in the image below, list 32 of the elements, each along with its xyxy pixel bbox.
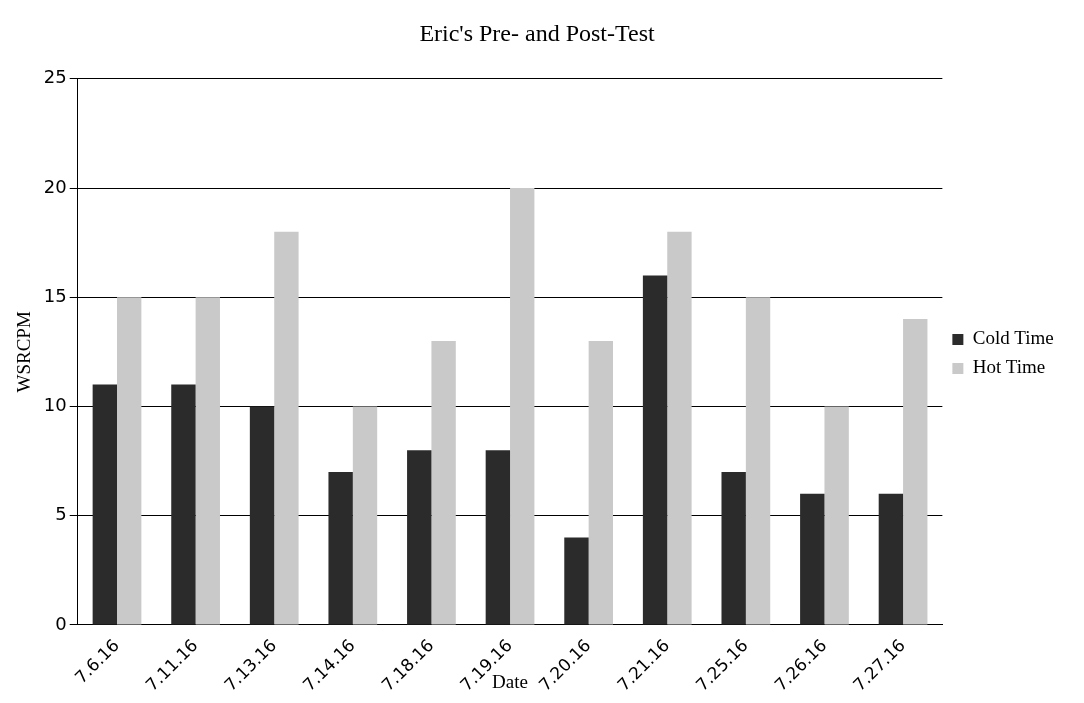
bar <box>117 297 142 625</box>
legend-label: Hot Time <box>972 356 1046 378</box>
bar <box>328 471 353 625</box>
chart-title: Eric's Pre- and Post-Test <box>419 19 655 46</box>
y-axis-title: WSRCPM <box>13 311 35 393</box>
y-tick-label: 25 <box>43 66 67 88</box>
bar <box>642 275 668 625</box>
bar <box>721 471 746 625</box>
y-tick-label: 20 <box>43 175 67 197</box>
bar <box>249 406 275 625</box>
legend-label: Cold Time <box>972 327 1054 349</box>
bar <box>824 406 849 625</box>
bar <box>667 231 692 625</box>
bar <box>903 319 928 625</box>
bar <box>745 297 771 625</box>
bar <box>274 231 299 625</box>
bar <box>878 493 904 625</box>
bar <box>485 450 511 625</box>
bar <box>171 384 196 625</box>
bar <box>407 450 432 625</box>
y-tick-label: 15 <box>43 284 67 306</box>
y-tick-label: 5 <box>55 503 67 525</box>
bar <box>564 537 589 625</box>
bar <box>510 188 535 625</box>
bar <box>352 406 378 625</box>
bar <box>195 297 220 625</box>
bar <box>92 384 118 625</box>
bar <box>800 493 825 625</box>
y-tick-label: 0 <box>55 612 67 634</box>
y-tick-label: 10 <box>43 394 67 416</box>
bar <box>588 340 614 625</box>
bar <box>431 340 456 625</box>
